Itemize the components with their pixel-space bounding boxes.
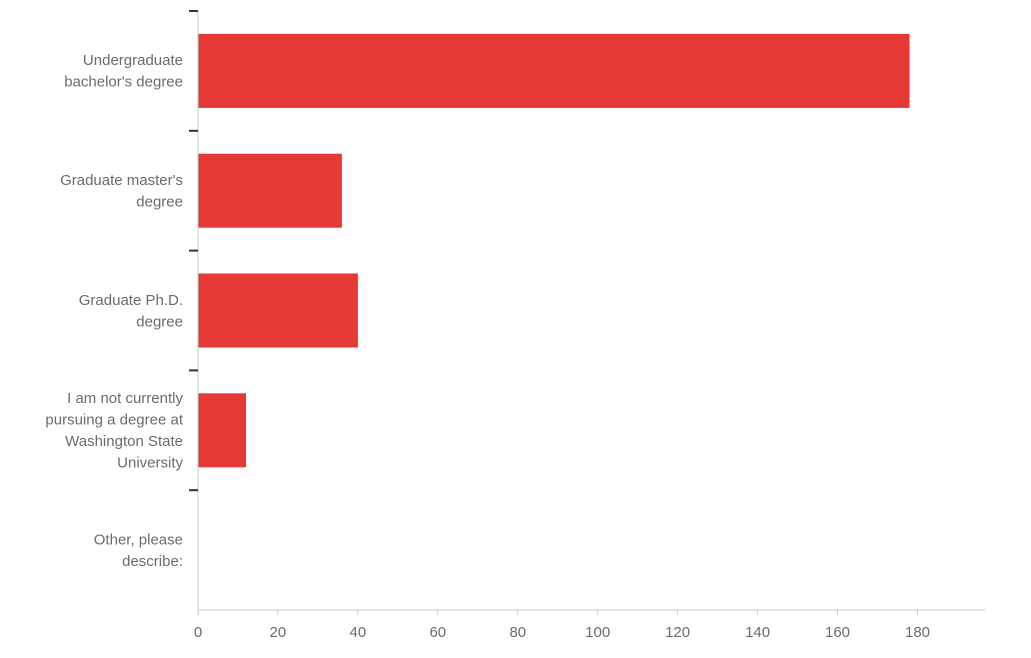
- bar-1: [198, 33, 910, 108]
- bar-series: [198, 33, 910, 468]
- x-axis-ticks: 0 20 40 60 80 100 120 140 160 180: [194, 624, 930, 641]
- chart-axes: [189, 10, 985, 615]
- category-label: I am not currently pursuing a degree at Wa…: [45, 390, 183, 472]
- x-tick-label: 100: [585, 624, 610, 641]
- category-label-line: degree: [136, 313, 183, 330]
- x-tick-label: 120: [665, 624, 690, 641]
- x-tick-label: 160: [825, 624, 850, 641]
- category-label: Other, please describe:: [94, 531, 183, 570]
- category-label-line: Other, please: [94, 531, 183, 548]
- category-label-line: Undergraduate: [83, 52, 183, 69]
- category-label-line: University: [117, 455, 183, 472]
- category-label-line: Graduate master's: [60, 172, 183, 189]
- x-tick-label: 40: [350, 624, 367, 641]
- x-tick-label: 140: [745, 624, 770, 641]
- category-label: Undergraduate bachelor's degree: [64, 52, 183, 91]
- y-axis-category-labels: Undergraduate bachelor's degree Graduate m…: [45, 52, 183, 570]
- x-tick-label: 0: [194, 624, 202, 641]
- category-label-line: pursuing a degree at: [45, 412, 183, 429]
- category-label-line: I am not currently: [67, 390, 183, 407]
- x-tick-label: 20: [270, 624, 287, 641]
- x-tick-label: 60: [429, 624, 446, 641]
- bar-4: [198, 393, 246, 468]
- category-label: Graduate Ph.D. degree: [79, 292, 183, 331]
- category-label: Graduate master's degree: [60, 172, 183, 211]
- category-label-line: describe:: [122, 553, 183, 570]
- category-label-line: degree: [136, 193, 183, 210]
- x-tick-label: 180: [905, 624, 930, 641]
- bar-3: [198, 273, 358, 348]
- x-tick-label: 80: [509, 624, 526, 641]
- category-label-line: Washington State: [65, 433, 183, 450]
- bar-2: [198, 153, 342, 228]
- category-label-line: bachelor's degree: [64, 74, 183, 91]
- category-label-line: Graduate Ph.D.: [79, 292, 183, 309]
